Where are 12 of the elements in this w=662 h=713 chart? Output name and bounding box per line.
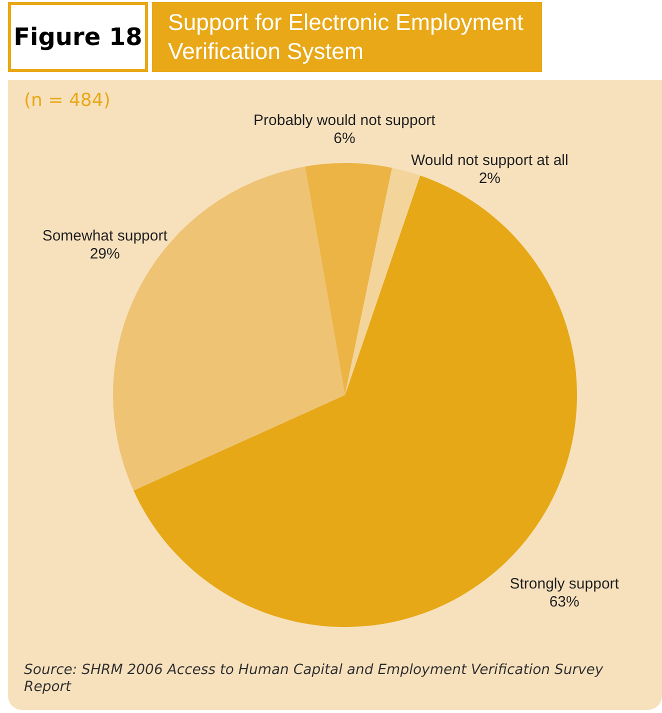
data-label: 29% bbox=[90, 246, 120, 263]
slice-label: Probably would not support bbox=[254, 112, 436, 129]
chart-title: Support for Electronic Employment Verification System bbox=[152, 2, 542, 72]
caption: Figure 18 bbox=[8, 2, 148, 72]
data-label: 2% bbox=[478, 170, 501, 187]
slice-label: Somewhat support bbox=[42, 228, 168, 245]
data-label: 6% bbox=[334, 130, 356, 147]
slice-label: Would not support at all bbox=[411, 152, 568, 169]
slice-label: Strongly support bbox=[510, 575, 620, 592]
data-label: 63% bbox=[549, 593, 580, 610]
chart-subtitle: (n = 484) bbox=[24, 90, 110, 111]
source-note: Source: SHRM 2006 Access to Human Capital and Employment Verification Survey Report bbox=[24, 662, 604, 696]
